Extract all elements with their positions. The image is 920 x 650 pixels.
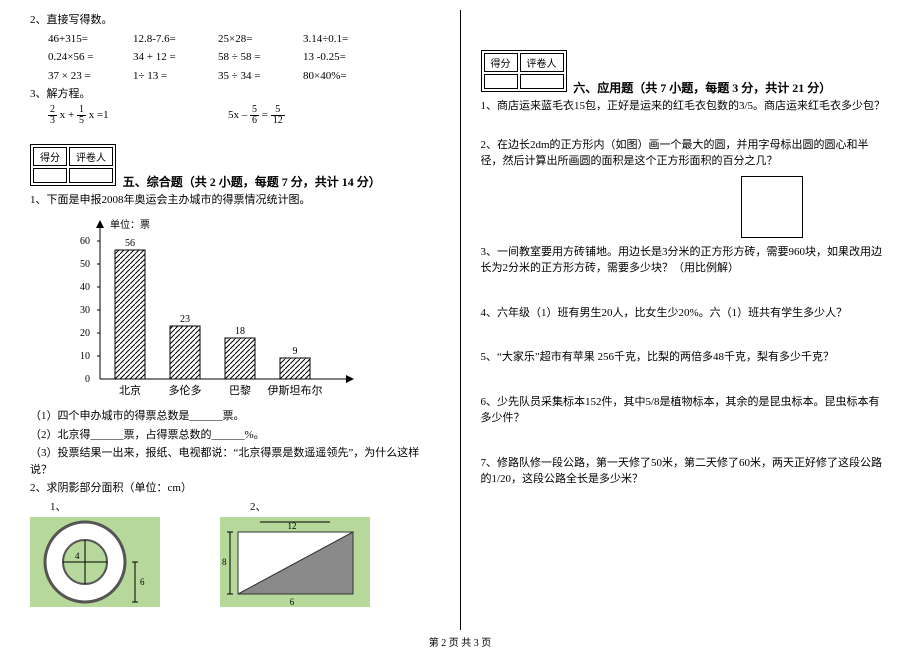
- arith-cell: 58 ÷ 58 =: [218, 49, 303, 66]
- score-box: 得分 评卷人: [481, 50, 567, 92]
- svg-text:9: 9: [293, 346, 298, 357]
- grader-label: 评卷人: [69, 147, 113, 166]
- arith-cell: 35 ÷ 34 =: [218, 68, 303, 85]
- score-label: 得分: [33, 147, 67, 166]
- chart-svg: 60 50 40 30 20 10 0 56: [60, 214, 360, 404]
- q3-title: 3、解方程。: [30, 86, 440, 103]
- grader-label: 评卷人: [520, 53, 564, 72]
- arith-cell: 46+315=: [48, 31, 133, 48]
- svg-text:巴黎: 巴黎: [229, 383, 251, 397]
- svg-text:0: 0: [85, 374, 90, 385]
- svg-text:北京: 北京: [119, 383, 141, 397]
- svg-text:单位：票: 单位：票: [110, 218, 150, 231]
- r-q4: 4、六年级（1）班有男生20人，比女生少20%。六（1）班共有学生多少人？: [481, 305, 891, 322]
- r-q1: 1、商店运来蓝毛衣15包，正好是运来的红毛衣包数的3/5。商店运来红毛衣多少包？: [481, 98, 891, 115]
- bar-chart: 60 50 40 30 20 10 0 56: [60, 214, 360, 404]
- section5-title: 五、综合题（共 2 小题，每题 7 分，共计 14 分）: [123, 173, 381, 190]
- r-q2: 2、在边长2dm的正方形内（如图）画一个最大的圆，并用字母标出圆的圆心和半径，然…: [481, 137, 891, 170]
- q5-1-sub3: （3）投票结果一出来，报纸、电视都说：“北京得票是数遥遥领先”，为什么这样说？: [30, 445, 440, 478]
- svg-text:10: 10: [80, 351, 90, 362]
- left-column: 2、直接写得数。 46+315= 12.8-7.6= 25×28= 3.14÷0…: [30, 10, 460, 630]
- svg-text:多伦多: 多伦多: [169, 383, 202, 397]
- q2-title: 2、直接写得数。: [30, 12, 440, 29]
- arith-cell: 12.8-7.6=: [133, 31, 218, 48]
- fig-labels-row: 1、 2、: [30, 499, 440, 516]
- eq-text: 5x –: [228, 109, 250, 121]
- svg-text:4: 4: [75, 551, 80, 561]
- section6-header: 得分 评卷人 六、应用题（共 7 小题，每题 3 分，共计 21 分）: [481, 50, 891, 96]
- arith-row-3: 37 × 23 = 1÷ 13 = 35 ÷ 34 = 80×40%=: [30, 68, 440, 85]
- figure-annulus: 4 6: [30, 517, 160, 607]
- q5-1-sub1: （1）四个申办城市的得票总数是______票。: [30, 408, 440, 425]
- svg-text:8: 8: [222, 557, 227, 567]
- svg-text:23: 23: [180, 314, 190, 325]
- r-q6: 6、少先队员采集标本152件，其中5/8是植物标本，其余的是昆虫标本。昆虫标本有…: [481, 394, 891, 427]
- right-column: 得分 评卷人 六、应用题（共 7 小题，每题 3 分，共计 21 分） 1、商店…: [460, 10, 891, 630]
- svg-text:50: 50: [80, 259, 90, 270]
- arith-cell: 25×28=: [218, 31, 303, 48]
- r-q7: 7、修路队修一段公路，第一天修了50米，第二天修了60米，两天正好修了这段公路的…: [481, 455, 891, 488]
- arith-cell: 13 -0.25=: [303, 49, 388, 66]
- page-footer: 第 2 页 共 3 页: [0, 634, 920, 649]
- svg-text:56: 56: [125, 238, 135, 249]
- q5-1: 1、下面是申报2008年奥运会主办城市的得票情况统计图。: [30, 192, 440, 209]
- figures-row: 4 6 12 8 6: [30, 517, 440, 607]
- svg-text:30: 30: [80, 305, 90, 316]
- svg-text:6: 6: [290, 597, 295, 607]
- arith-cell: 37 × 23 =: [48, 68, 133, 85]
- svg-text:6: 6: [140, 577, 145, 587]
- arith-cell: 3.14÷0.1=: [303, 31, 388, 48]
- q5-1-sub2: （2）北京得______票，占得票总数的______%。: [30, 427, 440, 444]
- equations-row: 23 x + 15 x =1 5x – 56 = 512: [30, 105, 440, 126]
- arith-cell: 0.24×56 =: [48, 49, 133, 66]
- svg-text:60: 60: [80, 236, 90, 247]
- eq-text: =: [262, 109, 271, 121]
- q5-2: 2、求阴影部分面积（单位：cm）: [30, 480, 440, 497]
- svg-text:伊斯坦布尔: 伊斯坦布尔: [268, 383, 323, 397]
- section6-title: 六、应用题（共 7 小题，每题 3 分，共计 21 分）: [573, 79, 831, 96]
- score-box: 得分 评卷人: [30, 144, 116, 186]
- r-q3: 3、一间教室要用方砖铺地。用边长是3分米的正方形方砖，需要960块，如果改用边长…: [481, 244, 891, 277]
- square-figure: [741, 176, 803, 238]
- svg-text:40: 40: [80, 282, 90, 293]
- arith-row-1: 46+315= 12.8-7.6= 25×28= 3.14÷0.1=: [30, 31, 440, 48]
- arith-row-2: 0.24×56 = 34 + 12 = 58 ÷ 58 = 13 -0.25=: [30, 49, 440, 66]
- score-label: 得分: [484, 53, 518, 72]
- svg-text:20: 20: [80, 328, 90, 339]
- arith-cell: 80×40%=: [303, 68, 388, 85]
- figure-rect-triangle: 12 8 6: [220, 517, 370, 607]
- arith-cell: 34 + 12 =: [133, 49, 218, 66]
- fig-label-1: 1、: [30, 499, 250, 516]
- r-q5: 5、“大家乐”超市有苹果 256千克，比梨的两倍多48千克，梨有多少千克？: [481, 349, 891, 366]
- eq-text: x +: [60, 109, 77, 121]
- fig-label-2: 2、: [250, 499, 267, 516]
- equation-2: 5x – 56 = 512: [228, 105, 285, 126]
- arith-cell: 1÷ 13 =: [133, 68, 218, 85]
- section5-header: 得分 评卷人 五、综合题（共 2 小题，每题 7 分，共计 14 分）: [30, 144, 440, 190]
- eq-text: x =1: [89, 109, 109, 121]
- svg-text:18: 18: [235, 326, 245, 337]
- equation-1: 23 x + 15 x =1: [48, 105, 228, 126]
